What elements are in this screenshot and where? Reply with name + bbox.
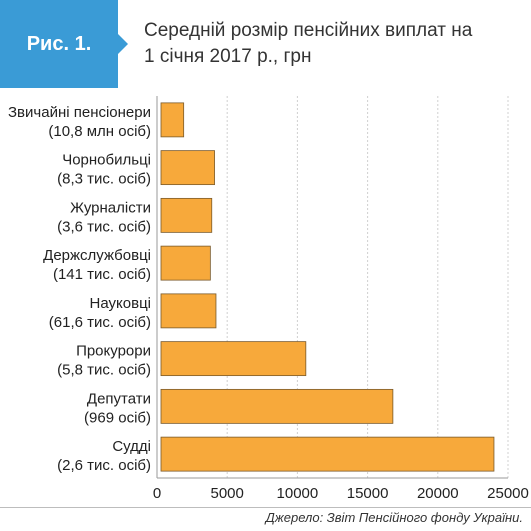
category-label: Прокурори [76,343,151,360]
chart-title-line-1: Середній розмір пенсійних виплат на [144,20,473,41]
chart-title-line-2: 1 січня 2017 р., грн [144,46,312,67]
x-tick-label: 0 [153,485,161,502]
category-label: Судді [112,438,151,455]
x-tick-label: 20000 [417,485,459,502]
bar [160,102,185,138]
bar [160,197,213,233]
category-sublabel: (61,6 тис. осіб) [49,314,151,331]
category-label: Чорнобильці [62,152,151,169]
chart-title: Середній розмір пенсійних виплат на 1 сі… [144,18,524,70]
figure-badge: Рис. 1. [0,0,118,88]
category-sublabel: (5,8 тис. осіб) [57,362,151,379]
bar [160,150,215,186]
bar [160,436,495,472]
bar [160,293,217,329]
badge-arrow [118,34,128,54]
category-label: Науковці [90,295,151,312]
category-sublabel: (10,8 млн осіб) [48,123,151,140]
x-tick-label: 25000 [487,485,529,502]
bar [160,341,307,377]
figure-number: Рис. 1. [26,33,92,55]
category-label: Депутати [87,390,151,407]
category-label: Звичайні пенсіонери [8,104,151,121]
x-tick-label: 15000 [347,485,389,502]
category-label: Журналісти [70,199,151,216]
source-note: Джерело: Звіт Пенсійного фонду України. [265,510,523,525]
category-sublabel: (969 осіб) [84,409,151,426]
category-sublabel: (141 тис. осіб) [53,266,151,283]
category-label: Держслужбовці [43,247,151,264]
category-sublabel: (8,3 тис. осіб) [57,171,151,188]
footer-divider [0,507,531,508]
figure-header: Рис. 1. Середній розмір пенсійних виплат… [0,0,531,88]
bar [160,245,211,281]
category-sublabel: (3,6 тис. осіб) [57,218,151,235]
x-tick-label: 10000 [277,485,319,502]
bar [160,388,394,424]
category-sublabel: (2,6 тис. осіб) [57,457,151,474]
x-tick-label: 5000 [211,485,244,502]
